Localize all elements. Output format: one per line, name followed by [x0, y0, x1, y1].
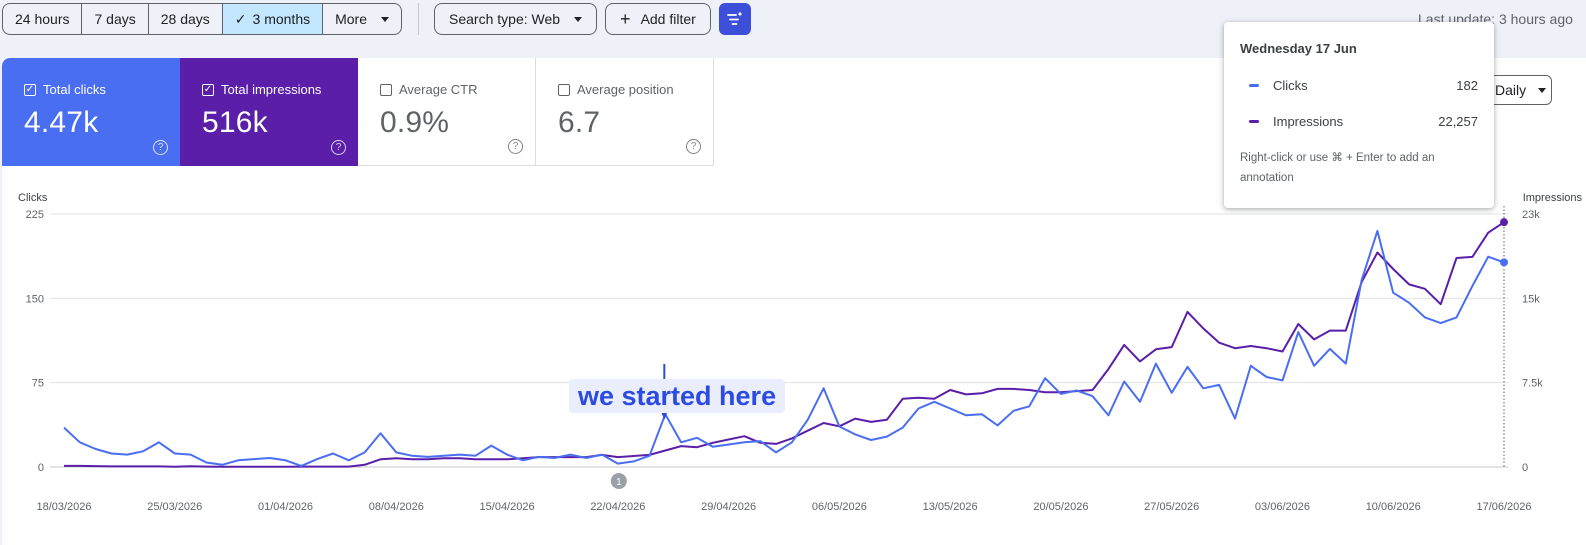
- clicks-line: [63, 229, 1505, 467]
- y-left-tick-label: 75: [32, 378, 44, 390]
- annotation-marker-number: 1: [616, 477, 622, 488]
- performance-chart[interactable]: 0 0 75 7.5k 150 15k 225 23k Clicks Impressions 18/…: [2, 58, 1586, 545]
- x-tick-label: 01/04/2026: [258, 501, 313, 513]
- help-icon[interactable]: ?: [508, 139, 523, 154]
- x-tick-label: 10/06/2026: [1366, 501, 1421, 513]
- tooltip-row-impressions: Impressions 22,257: [1240, 114, 1478, 129]
- metric-value: 516k: [202, 106, 268, 139]
- annotation-marker-badge: [610, 473, 627, 489]
- metric-tiles: ✓ Total clicks 4.47k ? ✓ Total impressio…: [2, 58, 714, 166]
- chevron-down-icon: [574, 16, 583, 22]
- range-label: 24 hours: [15, 11, 70, 27]
- x-tick-label: 17/06/2026: [1476, 501, 1531, 513]
- search-type-dropdown[interactable]: Search type: Web: [434, 3, 598, 35]
- average-ctr-tile[interactable]: Average CTR 0.9% ?: [358, 58, 536, 166]
- smart-filter-button[interactable]: [718, 3, 751, 35]
- y-right-tick-label: 0: [1522, 462, 1528, 474]
- toolbar: 24 hours 7 days 28 days ✓ 3 months More …: [2, 3, 751, 35]
- impressions-line: [64, 221, 1505, 468]
- tooltip-series-value: 22,257: [1438, 114, 1478, 129]
- x-tick-label: 08/04/2026: [369, 501, 424, 513]
- sparkle-filter-icon: [726, 11, 743, 25]
- metric-label: Total clicks: [43, 82, 106, 97]
- tooltip-row-clicks: Clicks 182: [1240, 78, 1478, 93]
- search-type-label: Search type: Web: [449, 11, 561, 27]
- clicks-highlight-point: [1500, 258, 1508, 267]
- add-filter-button[interactable]: + Add filter: [605, 3, 711, 35]
- metric-label-row: ✓ Total clicks: [24, 82, 180, 97]
- checkbox-empty-icon[interactable]: [558, 83, 570, 96]
- chart-tooltip: Wednesday 17 Jun Clicks 182 Impressions …: [1224, 22, 1494, 208]
- checkbox-checked-icon[interactable]: ✓: [202, 83, 214, 96]
- metric-label-row: Average CTR: [380, 82, 535, 97]
- clicks-swatch: [1249, 84, 1259, 87]
- range-label: 7 days: [94, 11, 136, 27]
- range-label: 3 months: [252, 11, 311, 27]
- total-clicks-tile[interactable]: ✓ Total clicks 4.47k ?: [2, 58, 180, 166]
- checkbox-checked-icon[interactable]: ✓: [24, 83, 36, 96]
- x-tick-label: 25/03/2026: [147, 501, 202, 513]
- metric-label: Total impressions: [221, 82, 322, 97]
- metric-value: 4.47k: [24, 106, 99, 139]
- total-impressions-tile[interactable]: ✓ Total impressions 516k ?: [180, 58, 358, 166]
- range-7-days-button[interactable]: 7 days: [82, 4, 149, 34]
- chevron-down-icon: [381, 16, 390, 22]
- x-tick-label: 27/05/2026: [1144, 501, 1199, 513]
- range-28-days-button[interactable]: 28 days: [149, 4, 223, 34]
- y-right-tick-label: 23k: [1522, 209, 1540, 221]
- x-tick-label: 20/05/2026: [1033, 501, 1088, 513]
- y-right-tick-label: 15k: [1522, 293, 1540, 305]
- y-right-tick-label: 7.5k: [1522, 378, 1543, 390]
- x-tick-label: 15/04/2026: [480, 501, 535, 513]
- x-tick-label: 13/05/2026: [923, 501, 978, 513]
- x-tick-label: 29/04/2026: [701, 501, 756, 513]
- checkbox-empty-icon[interactable]: [380, 83, 392, 96]
- metric-label-row: ✓ Total impressions: [202, 82, 358, 97]
- tooltip-date: Wednesday 17 Jun: [1240, 41, 1357, 56]
- tooltip-hint: Right-click or use ⌘ + Enter to add an a…: [1240, 152, 1435, 184]
- impressions-highlight-point: [1500, 218, 1508, 227]
- plus-icon: +: [620, 9, 631, 29]
- tooltip-series-name: Impressions: [1273, 114, 1344, 129]
- annotation-label: we started here: [569, 379, 786, 413]
- granularity-label: Daily: [1495, 82, 1527, 98]
- check-icon: ✓: [234, 10, 247, 27]
- y-left-tick-label: 150: [26, 293, 44, 305]
- metric-label: Average position: [577, 82, 674, 97]
- y-left-axis-label: Clicks: [18, 192, 48, 204]
- help-icon[interactable]: ?: [331, 140, 346, 155]
- metric-value: 6.7: [558, 106, 601, 139]
- x-tick-label: 06/05/2026: [812, 501, 867, 513]
- y-left-tick-label: 225: [26, 209, 44, 221]
- x-tick-label: 18/03/2026: [36, 501, 91, 513]
- range-label: 28 days: [160, 11, 210, 27]
- toolbar-divider: [418, 3, 420, 35]
- y-left-tick-label: 0: [38, 462, 44, 474]
- impressions-swatch: [1249, 120, 1259, 123]
- range-3-months-button[interactable]: ✓ 3 months: [222, 4, 324, 34]
- help-icon[interactable]: ?: [153, 140, 168, 155]
- tooltip-series-value: 182: [1456, 78, 1478, 93]
- help-icon[interactable]: ?: [686, 139, 701, 154]
- metric-value: 0.9%: [380, 106, 450, 139]
- date-range-selector: 24 hours 7 days 28 days ✓ 3 months More: [2, 3, 403, 35]
- more-ranges-button[interactable]: More: [323, 4, 401, 34]
- add-filter-label: Add filter: [640, 11, 696, 27]
- x-tick-label: 22/04/2026: [590, 501, 645, 513]
- chevron-down-icon: [1538, 87, 1547, 93]
- x-tick-label: 03/06/2026: [1255, 501, 1310, 513]
- more-label: More: [335, 11, 368, 27]
- average-position-tile[interactable]: Average position 6.7 ?: [536, 58, 714, 166]
- range-24-hours-button[interactable]: 24 hours: [3, 4, 83, 34]
- y-right-axis-label: Impressions: [1523, 192, 1583, 204]
- tooltip-series-name: Clicks: [1273, 78, 1308, 93]
- metric-label-row: Average position: [558, 82, 713, 97]
- metric-label: Average CTR: [399, 82, 478, 97]
